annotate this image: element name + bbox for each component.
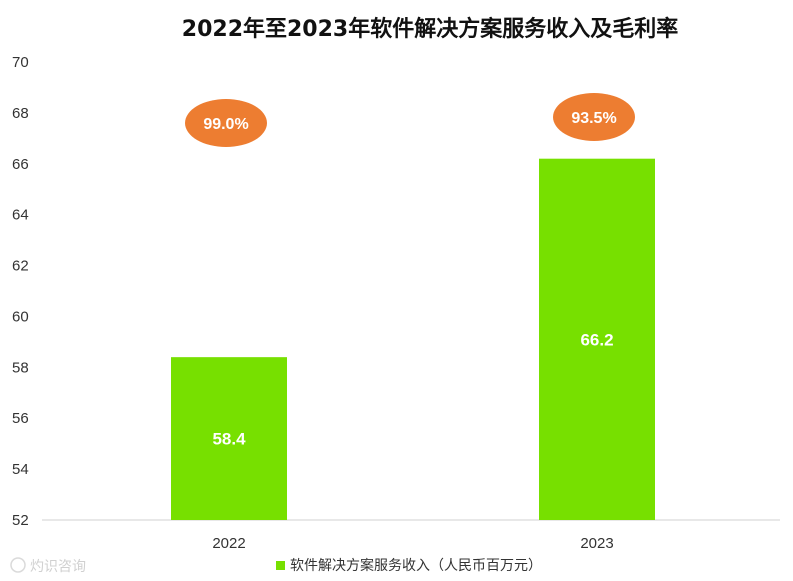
gross-margin-label: 99.0% <box>203 116 248 133</box>
y-axis-ticks: 52 54 56 58 60 62 64 66 68 70 <box>12 54 29 529</box>
watermark: 灼识咨询 <box>10 557 86 575</box>
gross-margin-badge <box>185 99 267 147</box>
y-tick-label: 62 <box>12 258 29 275</box>
watermark-logo-icon <box>10 557 26 573</box>
legend-swatch <box>276 561 285 570</box>
bar-2023 <box>539 158 655 520</box>
bar-value-label: 66.2 <box>580 330 613 349</box>
bars: 58.4 66.2 <box>171 158 655 520</box>
x-tick-label: 2023 <box>580 535 613 552</box>
y-tick-label: 70 <box>12 54 29 71</box>
legend-label: 软件解决方案服务收入（人民币百万元） <box>290 557 542 574</box>
gross-margin-label: 93.5% <box>571 110 616 127</box>
y-tick-label: 64 <box>12 207 29 224</box>
x-axis-categories: 2022 2023 <box>212 535 613 552</box>
y-tick-label: 58 <box>12 359 29 376</box>
y-tick-label: 56 <box>12 410 29 427</box>
y-tick-label: 68 <box>12 105 29 122</box>
watermark-text: 灼识咨询 <box>30 559 86 575</box>
bar-value-label: 58.4 <box>212 430 246 449</box>
y-tick-label: 66 <box>12 156 29 173</box>
chart-title: 2022年至2023年软件解决方案服务收入及毛利率 <box>182 16 678 42</box>
gross-margin-badges: 99.0% 93.5% <box>185 93 635 147</box>
y-tick-label: 54 <box>12 461 29 478</box>
y-tick-label: 60 <box>12 308 29 325</box>
x-tick-label: 2022 <box>212 535 245 552</box>
legend: 软件解决方案服务收入（人民币百万元） <box>276 557 542 574</box>
gross-margin-badge <box>553 93 635 141</box>
y-tick-label: 52 <box>12 512 29 529</box>
bar-2022 <box>171 357 287 520</box>
